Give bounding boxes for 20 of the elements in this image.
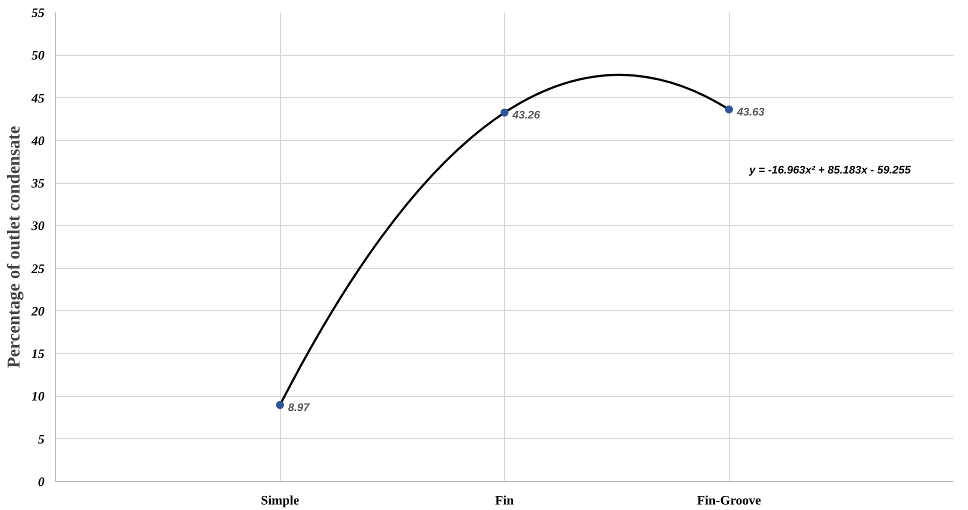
data-label: 8.97 [288, 402, 310, 414]
y-tick-label: 5 [38, 431, 45, 446]
y-tick-label: 20 [30, 303, 45, 318]
x-tick-label: Simple [260, 492, 300, 508]
y-tick-label: 25 [30, 260, 45, 276]
annotation: y = -16.963x² + 85.183x - 59.255 [748, 164, 912, 177]
y-tick-label: 40 [30, 132, 45, 148]
data-label: 43.26 [512, 110, 541, 122]
y-tick-label: 10 [32, 388, 45, 404]
y-tick-label: 30 [30, 218, 45, 234]
y-tick-label: 35 [30, 176, 45, 191]
y-tick-label: 45 [30, 90, 45, 106]
y-axis-title: Percentage of outlet condensate [4, 126, 24, 368]
y-tick-label: 50 [32, 48, 45, 63]
y-tick-label: 15 [32, 346, 45, 362]
y-tick-label: 0 [38, 474, 45, 489]
x-tick-label: Fin-Groove [696, 492, 762, 508]
x-tick-label: Fin [495, 492, 515, 508]
y-tick-label: 55 [32, 5, 45, 20]
data-label: 43.63 [736, 106, 765, 118]
